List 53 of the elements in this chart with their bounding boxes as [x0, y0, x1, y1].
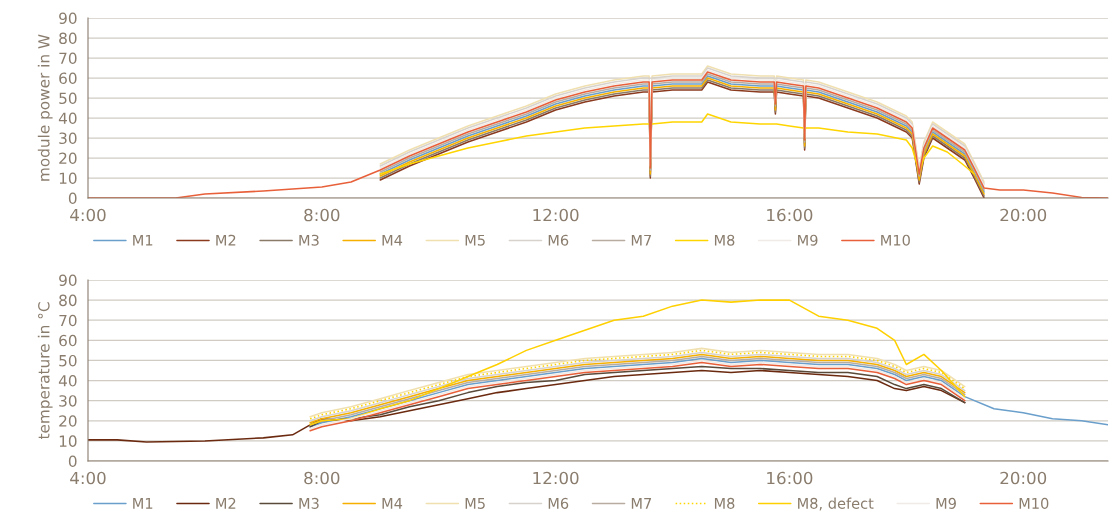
- x-tick-label: 20:00: [1000, 208, 1047, 222]
- legend-label: M8: [714, 497, 735, 509]
- x-tick-label: 16:00: [767, 471, 813, 485]
- legend-label: M9: [936, 497, 956, 509]
- y-tick-label: 40: [58, 375, 77, 387]
- legend-label: M4: [382, 498, 403, 509]
- y-tick-label: 10: [59, 172, 77, 185]
- y-tick-label: 30: [59, 395, 77, 407]
- x-tick-label: 4:00: [70, 208, 106, 222]
- y-tick-label: 90: [59, 12, 77, 25]
- y-tick-label: 60: [59, 72, 77, 85]
- y-tick-label: 60: [59, 334, 77, 347]
- legend-label: M6: [548, 234, 569, 246]
- legend-label: M5: [465, 234, 485, 246]
- legend-label: M7: [631, 234, 652, 246]
- y-tick-label: 80: [59, 32, 77, 45]
- y-tick-label: 50: [59, 354, 77, 367]
- y-tick-label: 30: [59, 132, 77, 145]
- y-tick-label: 0: [68, 455, 77, 468]
- y-tick-label: 0: [68, 192, 77, 205]
- legend-label: M6: [548, 497, 569, 509]
- y-axis-title: module power in W: [37, 34, 53, 181]
- legend-label: M2: [216, 234, 236, 246]
- y-tick-label: 20: [59, 415, 77, 427]
- legend-label: M5: [465, 498, 485, 509]
- y-tick-label: 70: [59, 314, 77, 327]
- legend-label: M8: [714, 234, 735, 246]
- legend-label: M4: [382, 234, 403, 246]
- legend-label: M3: [299, 234, 319, 246]
- x-tick-label: 12:00: [533, 471, 579, 485]
- legend-label: M10: [881, 234, 910, 246]
- y-tick-label: 10: [59, 435, 77, 447]
- y-tick-label: 80: [59, 294, 77, 307]
- x-tick-label: 8:00: [304, 208, 340, 222]
- x-tick-label: 8:00: [304, 471, 340, 485]
- y-tick-label: 40: [58, 112, 77, 125]
- legend-label: M9: [798, 234, 818, 246]
- legend-label: M7: [631, 498, 652, 509]
- legend-label: M10: [1019, 497, 1049, 509]
- legend-label: M1: [133, 234, 153, 246]
- y-tick-label: 90: [59, 274, 77, 287]
- y-tick-label: 20: [59, 152, 77, 165]
- y-tick-label: 50: [59, 92, 77, 105]
- x-tick-label: 20:00: [1000, 471, 1047, 485]
- x-tick-label: 16:00: [767, 208, 813, 222]
- x-tick-label: 4:00: [70, 471, 106, 485]
- y-tick-label: 70: [59, 52, 77, 65]
- legend-label: M3: [299, 497, 319, 509]
- legend-label: M2: [216, 497, 236, 509]
- x-tick-label: 12:00: [533, 208, 579, 222]
- legend-label: M8, defect: [798, 497, 874, 511]
- y-axis-title: temperature in °C: [37, 302, 53, 440]
- legend-label: M1: [133, 498, 153, 509]
